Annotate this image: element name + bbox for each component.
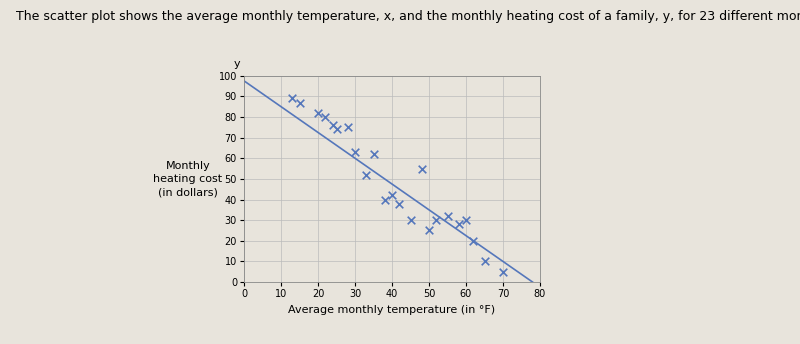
Point	[312, 110, 325, 116]
Point	[393, 201, 406, 206]
Point	[367, 151, 380, 157]
Point	[478, 259, 491, 264]
Point	[342, 125, 354, 130]
X-axis label: Average monthly temperature (in °F): Average monthly temperature (in °F)	[289, 304, 495, 314]
Point	[415, 166, 428, 171]
Point	[293, 100, 306, 105]
Text: Monthly
heating cost
(in dollars): Monthly heating cost (in dollars)	[154, 161, 222, 197]
Point	[330, 127, 343, 132]
Point	[404, 217, 417, 223]
Point	[452, 222, 465, 227]
Point	[286, 96, 298, 101]
Point	[360, 172, 373, 178]
Point	[430, 217, 443, 223]
Text: The scatter plot shows the average monthly temperature, x, and the monthly heati: The scatter plot shows the average month…	[16, 10, 800, 23]
Point	[349, 149, 362, 155]
Point	[319, 114, 332, 120]
Text: y: y	[234, 59, 240, 69]
Point	[459, 217, 472, 223]
Point	[422, 228, 435, 233]
Point	[378, 197, 391, 202]
Point	[497, 269, 510, 275]
Point	[441, 213, 454, 219]
Point	[467, 238, 480, 244]
Point	[326, 122, 339, 128]
Point	[386, 193, 398, 198]
